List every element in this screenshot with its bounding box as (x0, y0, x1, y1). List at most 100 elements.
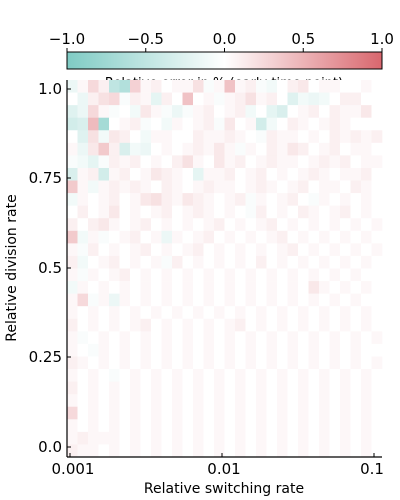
heatmap-cell (67, 419, 78, 433)
heatmap-cell (203, 130, 215, 144)
heatmap-cell (193, 394, 204, 408)
heatmap-cell (266, 431, 278, 445)
heatmap-cell (350, 306, 362, 320)
heatmap-cell (109, 92, 120, 106)
heatmap-cell (214, 205, 225, 219)
heatmap-cell (340, 343, 351, 357)
heatmap-cell (88, 431, 99, 445)
heatmap-cell (67, 381, 78, 395)
heatmap-cell (130, 406, 141, 420)
heatmap-cell (340, 306, 351, 320)
heatmap-cell (256, 406, 267, 420)
heatmap-cell (214, 406, 225, 420)
heatmap-cell (224, 180, 236, 194)
heatmap-cell (130, 180, 141, 194)
heatmap-cell (161, 369, 173, 382)
heatmap-cell (203, 180, 215, 194)
heatmap-cell (298, 193, 309, 206)
heatmap-cell (77, 205, 89, 219)
heatmap-cell (182, 318, 194, 332)
heatmap-cell (245, 293, 257, 307)
heatmap-cell (350, 419, 362, 433)
heatmap-cell (298, 431, 309, 445)
heatmap-cell (256, 255, 267, 269)
heatmap-cell (224, 155, 236, 169)
heatmap-cell (161, 394, 173, 408)
heatmap-cell (214, 431, 225, 445)
heatmap-cell (277, 268, 288, 282)
heatmap-cell (77, 431, 89, 445)
heatmap-cell (88, 419, 99, 433)
heatmap-cell (371, 394, 383, 408)
heatmap-cell (119, 218, 131, 232)
x-axis-label: Relative switching rate (144, 481, 304, 497)
heatmap-cell (67, 343, 78, 357)
heatmap-cell (203, 155, 215, 169)
heatmap-cell (130, 255, 141, 269)
heatmap-cell (182, 394, 194, 408)
heatmap-cell (308, 230, 320, 244)
heatmap-cell (329, 193, 341, 206)
heatmap-cell (256, 180, 267, 194)
heatmap-cell (151, 180, 162, 194)
heatmap-cell (193, 331, 204, 345)
heatmap-cell (277, 105, 288, 118)
heatmap-cell (298, 306, 309, 320)
heatmap-cell (235, 331, 246, 345)
heatmap-cell (140, 419, 152, 433)
heatmap-cell (371, 369, 383, 382)
heatmap-cell (98, 255, 110, 269)
heatmap-cell (193, 80, 204, 93)
heatmap-cell (77, 243, 89, 257)
heatmap-cell (77, 419, 89, 433)
heatmap-cell (256, 243, 267, 257)
heatmap-cell (193, 142, 204, 156)
heatmap-cell (350, 281, 362, 294)
heatmap-cell (245, 180, 257, 194)
heatmap-cell (67, 293, 78, 307)
heatmap-cell (151, 281, 162, 294)
heatmap-cell (329, 255, 341, 269)
heatmap-cell (161, 293, 173, 307)
y-tick-label: 0.75 (29, 169, 62, 187)
heatmap-cell (245, 193, 257, 206)
heatmap-cell (182, 444, 194, 458)
heatmap-cell (287, 406, 299, 420)
heatmap-cell (245, 80, 257, 93)
heatmap-cell (371, 105, 383, 118)
heatmap-cell (256, 444, 267, 458)
heatmap-cell (340, 268, 351, 282)
heatmap-cell (277, 130, 288, 144)
heatmap-cell (182, 406, 194, 420)
heatmap-cell (329, 205, 341, 219)
heatmap-cell (308, 205, 320, 219)
heatmap-cell (361, 193, 372, 206)
heatmap-cell (329, 167, 341, 181)
heatmap-cell (98, 80, 110, 93)
heatmap-cell (67, 444, 78, 458)
heatmap-cell (193, 356, 204, 370)
heatmap-cell (235, 369, 246, 382)
heatmap-cell (371, 293, 383, 307)
heatmap-cell (224, 394, 236, 408)
heatmap-cell (98, 293, 110, 307)
heatmap-cell (319, 180, 330, 194)
heatmap-cell (77, 306, 89, 320)
heatmap-cell (193, 105, 204, 118)
heatmap-cell (245, 268, 257, 282)
heatmap-cell (140, 155, 152, 169)
heatmap-cell (245, 167, 257, 181)
heatmap-cell (340, 431, 351, 445)
heatmap-cell (67, 205, 78, 219)
heatmap-cell (119, 331, 131, 345)
heatmap-cell (119, 318, 131, 332)
heatmap-cell (193, 444, 204, 458)
heatmap-cell (256, 92, 267, 106)
heatmap-cell (130, 193, 141, 206)
heatmap-cell (151, 343, 162, 357)
heatmap-cell (130, 318, 141, 332)
heatmap-cell (119, 105, 131, 118)
heatmap-cell (256, 268, 267, 282)
heatmap-cell (151, 444, 162, 458)
heatmap-cell (340, 318, 351, 332)
